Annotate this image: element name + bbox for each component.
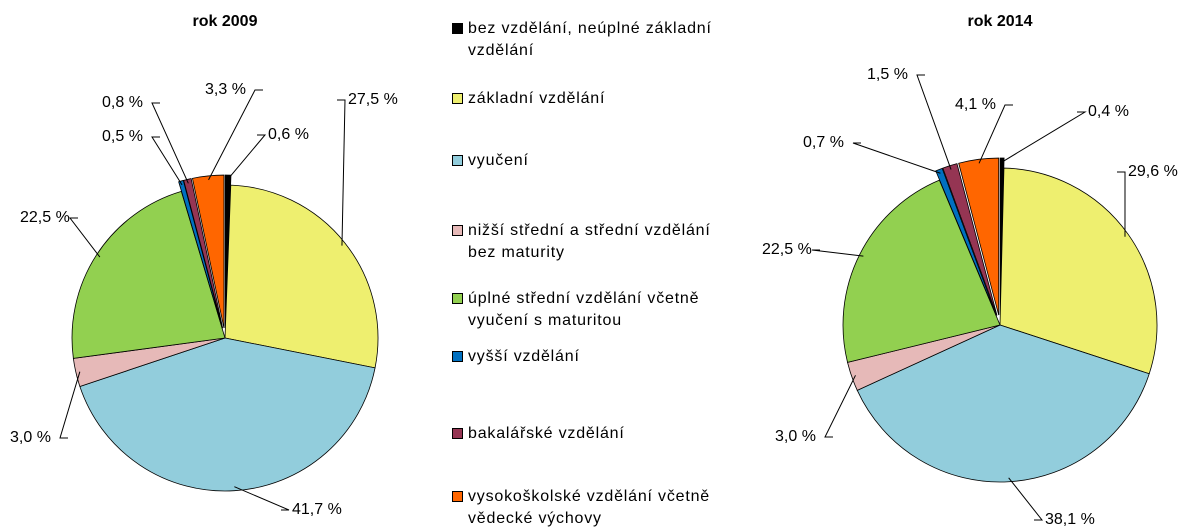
pie-slice xyxy=(224,184,379,369)
data-label: 0,4 % xyxy=(1088,103,1129,120)
data-label: 0,8 % xyxy=(102,94,143,111)
legend-label: nižší střední a střední vzdělání bez mat… xyxy=(468,222,711,261)
data-label: 3,0 % xyxy=(10,429,51,446)
data-label: 38,1 % xyxy=(1045,511,1095,528)
leader-line xyxy=(68,217,101,258)
legend-label: vyšší vzdělání xyxy=(468,348,580,365)
leader-line xyxy=(234,486,290,511)
leader-line xyxy=(852,142,941,174)
data-label: 27,5 % xyxy=(348,91,398,108)
data-label: 4,1 % xyxy=(955,96,996,113)
legend-item: vysokoškolské vzdělání včetně vědecké vý… xyxy=(452,486,738,530)
legend-item: úplné střední vzdělání včetně vyučení s … xyxy=(452,288,738,332)
legend-swatch xyxy=(452,155,463,166)
chart-title: rok 2014 xyxy=(968,13,1033,30)
pie-slice xyxy=(856,324,1150,483)
pie-slice xyxy=(999,157,1005,316)
leader-line xyxy=(1117,171,1126,237)
data-label: 3,3 % xyxy=(205,81,246,98)
leader-line xyxy=(1008,477,1044,521)
data-label: 22,5 % xyxy=(20,209,70,226)
legend-item: vyučení xyxy=(452,150,738,172)
pie-slice xyxy=(191,174,225,329)
data-label: 0,6 % xyxy=(268,126,309,143)
legend-item: základní vzdělání xyxy=(452,88,738,110)
legend-swatch xyxy=(452,225,463,236)
data-label: 1,5 % xyxy=(867,66,908,83)
legend-swatch xyxy=(452,293,463,304)
leader-line xyxy=(978,104,1013,164)
pie-slice xyxy=(71,190,226,359)
legend-swatch xyxy=(452,491,463,502)
pie-slice xyxy=(842,179,1001,363)
legend-label: vysokoškolské vzdělání včetně vědecké vý… xyxy=(468,488,710,527)
leader-line xyxy=(208,89,263,181)
leader-line xyxy=(151,136,183,186)
legend-item: nižší střední a střední vzdělání bez mat… xyxy=(452,220,738,264)
data-label: 3,0 % xyxy=(775,428,816,445)
leader-line xyxy=(227,134,267,180)
pie-slice xyxy=(79,337,376,492)
chart-title: rok 2009 xyxy=(193,13,258,30)
legend-label: bez vzdělání, neúplné základní vzdělání xyxy=(468,20,712,59)
pie-slice xyxy=(999,167,1158,375)
legend-item: bez vzdělání, neúplné základní vzdělání xyxy=(452,18,738,62)
pie-slice xyxy=(958,157,1000,316)
leader-line xyxy=(824,375,856,438)
legend-swatch xyxy=(452,428,463,439)
data-label: 22,5 % xyxy=(762,241,812,258)
data-label: 0,7 % xyxy=(803,134,844,151)
legend-swatch xyxy=(452,23,463,34)
leader-line xyxy=(916,74,952,170)
leader-line xyxy=(337,99,346,246)
legend-label: vyučení xyxy=(468,152,529,169)
legend-label: úplné střední vzdělání včetně vyučení s … xyxy=(468,290,700,329)
leader-line xyxy=(151,102,189,184)
pie-slice xyxy=(935,167,997,316)
legend-item: vyšší vzdělání xyxy=(452,346,738,368)
legend-item: bakalářské vzdělání xyxy=(452,423,738,445)
legend-swatch xyxy=(452,351,463,362)
data-label: 29,6 % xyxy=(1128,163,1178,180)
legend-label: bakalářské vzdělání xyxy=(468,425,625,442)
leader-line xyxy=(1001,111,1087,163)
legend-label: základní vzdělání xyxy=(468,90,606,107)
data-label: 41,7 % xyxy=(292,501,342,518)
data-label: 0,5 % xyxy=(102,128,143,145)
leader-line xyxy=(59,371,81,439)
pie-slice xyxy=(183,178,224,329)
legend-swatch xyxy=(452,93,463,104)
pie-slice xyxy=(178,179,223,329)
leader-line xyxy=(811,249,864,257)
